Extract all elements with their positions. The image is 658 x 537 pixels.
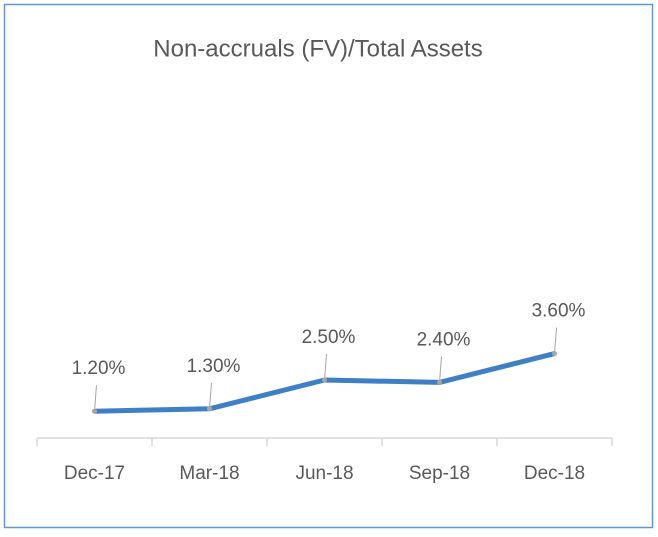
data-label: 3.60% [532, 301, 586, 322]
chart-frame [3, 3, 654, 529]
x-tick-label: Dec-18 [524, 463, 585, 484]
point [92, 408, 97, 414]
leader-line [439, 356, 442, 383]
data-label: 2.40% [417, 329, 471, 350]
leader-line [209, 382, 212, 409]
chart-title: Non-accruals (FV)/Total Assets [153, 35, 482, 62]
leader-line [554, 327, 557, 354]
x-tick-label: Sep-18 [409, 463, 470, 484]
x-tick-label: Dec-17 [64, 463, 125, 484]
point [437, 379, 442, 385]
data-label: 2.50% [302, 327, 356, 348]
data-label: 1.30% [187, 356, 241, 377]
leader-line [94, 385, 97, 412]
leader-line [324, 353, 327, 381]
data-label: 1.20% [72, 358, 126, 379]
point [207, 406, 212, 412]
point [322, 377, 327, 383]
x-tick-label: Jun-18 [295, 463, 353, 484]
point [552, 351, 557, 357]
x-tick-label: Mar-18 [179, 463, 239, 484]
